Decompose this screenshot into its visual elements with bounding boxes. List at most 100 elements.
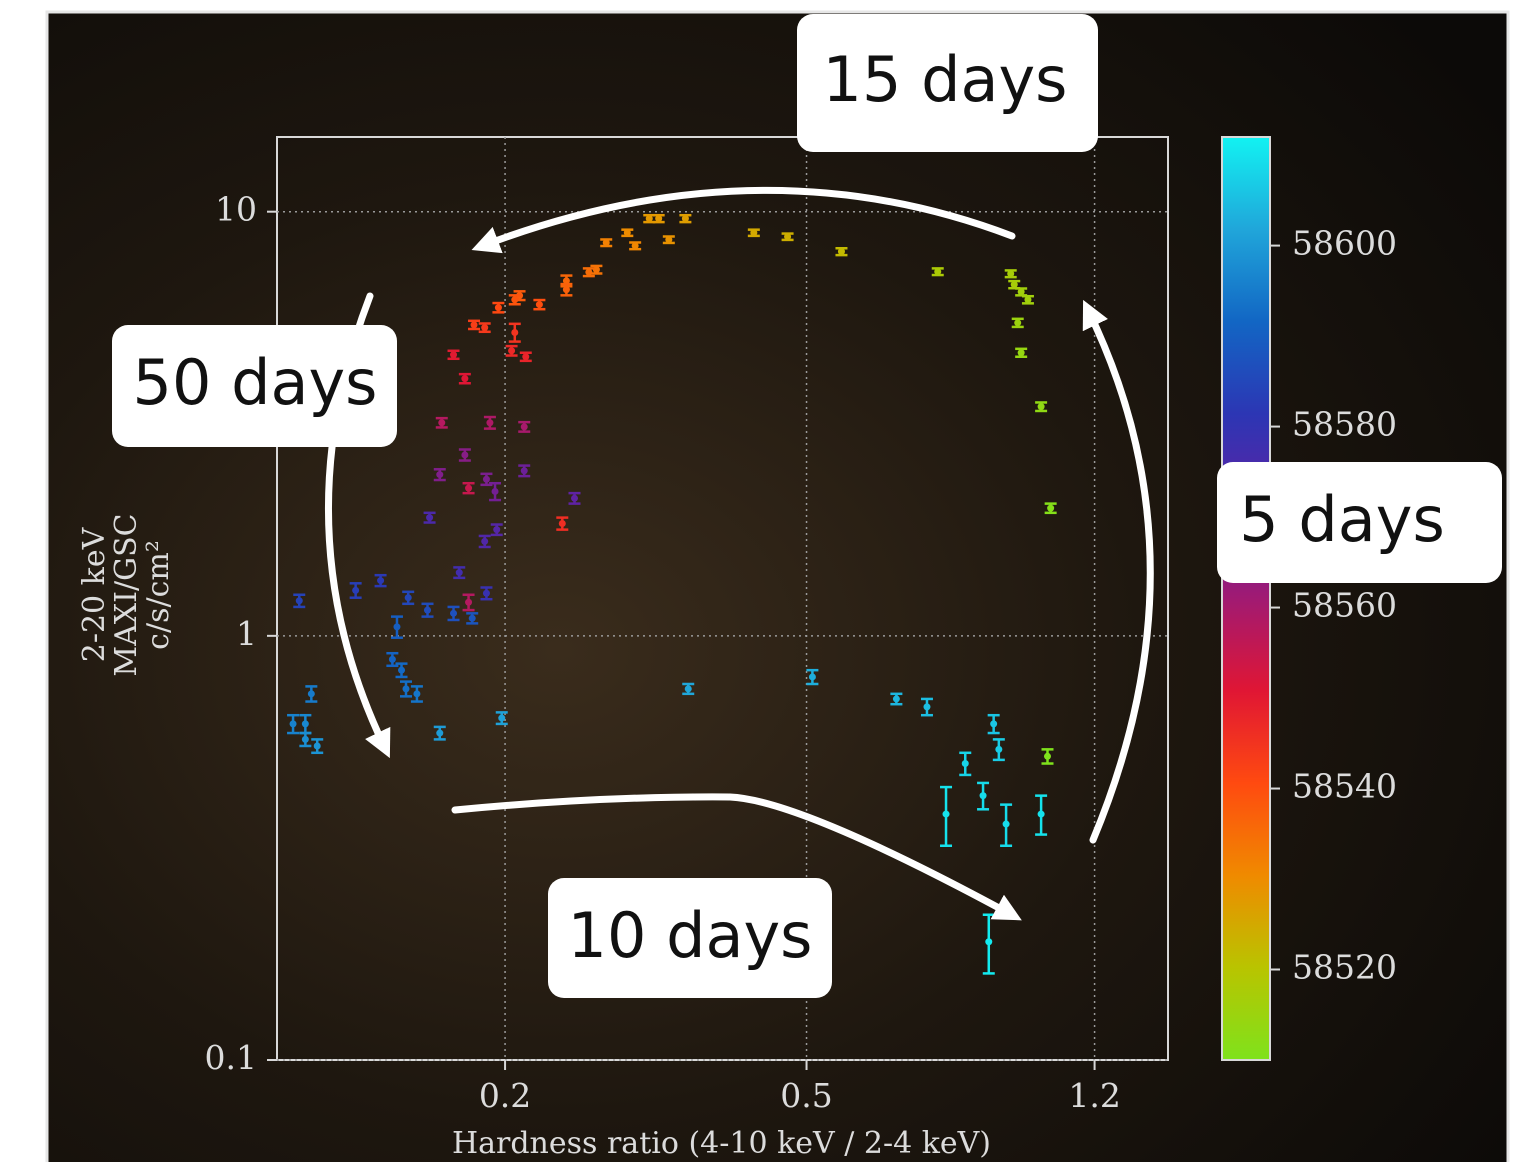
marker <box>943 811 950 818</box>
annotation: 15 days <box>823 43 1068 116</box>
screenshot: 0.1 1 10 0.2 0.5 1.2 Hardness ratio (4-10 keV … <box>0 0 1536 1162</box>
marker <box>511 329 518 336</box>
marker <box>486 419 493 426</box>
marker <box>1044 753 1051 760</box>
marker <box>481 538 488 545</box>
y-axis-label: c/s/cm² <box>141 540 176 650</box>
x-tick-label: 0.2 <box>479 1076 531 1115</box>
marker <box>436 730 443 737</box>
marker <box>450 610 457 617</box>
y-tick-label: 1 <box>236 614 257 653</box>
marker <box>1011 281 1018 288</box>
colorbar-tick-label: 58560 <box>1292 586 1397 625</box>
marker <box>784 233 791 240</box>
marker <box>456 569 463 576</box>
marker <box>571 495 578 502</box>
marker <box>521 467 528 474</box>
marker <box>646 215 653 222</box>
marker <box>405 594 412 601</box>
marker <box>508 347 515 354</box>
marker <box>685 685 692 692</box>
marker <box>980 792 987 799</box>
marker <box>838 248 845 255</box>
marker <box>314 742 321 749</box>
marker <box>302 720 309 727</box>
marker <box>495 304 502 311</box>
marker <box>461 375 468 382</box>
marker <box>511 296 518 303</box>
marker <box>809 673 816 680</box>
x-tick-label: 1.2 <box>1068 1076 1120 1115</box>
colorbar <box>1222 137 1270 1060</box>
marker <box>302 736 309 743</box>
marker <box>923 703 930 710</box>
marker <box>536 301 543 308</box>
marker <box>985 938 992 945</box>
marker <box>603 239 610 246</box>
marker <box>483 476 490 483</box>
marker <box>1038 811 1045 818</box>
marker <box>682 215 689 222</box>
marker <box>465 485 472 492</box>
colorbar-tick-label: 58600 <box>1292 224 1397 263</box>
annotation: 50 days <box>133 346 378 419</box>
annotation: 10 days <box>568 899 813 972</box>
marker <box>402 685 409 692</box>
marker <box>559 520 566 527</box>
marker <box>632 242 639 249</box>
marker <box>389 656 396 663</box>
marker <box>1014 319 1021 326</box>
marker <box>393 623 400 630</box>
marker <box>438 419 445 426</box>
marker <box>461 451 468 458</box>
marker <box>521 423 528 430</box>
marker <box>290 720 297 727</box>
y-tick-label: 0.1 <box>205 1038 257 1077</box>
marker <box>665 236 672 243</box>
marker <box>308 690 315 697</box>
marker <box>1024 296 1031 303</box>
marker <box>413 690 420 697</box>
marker <box>465 599 472 606</box>
marker <box>296 597 303 604</box>
marker <box>492 488 499 495</box>
y-axis-label: MAXI/GSC <box>109 513 144 676</box>
marker <box>1003 821 1010 828</box>
marker <box>481 324 488 331</box>
marker <box>424 607 431 614</box>
marker <box>962 760 969 767</box>
marker <box>493 526 500 533</box>
marker <box>1018 349 1025 356</box>
colorbar-tick-label: 58580 <box>1292 405 1397 444</box>
marker <box>624 229 631 236</box>
colorbar-tick-label: 58540 <box>1292 767 1397 806</box>
marker <box>750 229 757 236</box>
marker <box>450 351 457 358</box>
marker <box>469 615 476 622</box>
marker <box>655 215 662 222</box>
marker <box>398 667 405 674</box>
marker <box>1047 505 1054 512</box>
marker <box>1007 270 1014 277</box>
marker <box>377 577 384 584</box>
marker <box>522 353 529 360</box>
y-tick-label: 10 <box>215 190 257 229</box>
marker <box>934 268 941 275</box>
x-tick-label: 0.5 <box>780 1076 832 1115</box>
marker <box>585 269 592 276</box>
marker <box>563 286 570 293</box>
annotation: 5 days <box>1239 483 1445 556</box>
colorbar-tick-label: 58520 <box>1292 948 1397 987</box>
y-axis-label: 2-20 keV <box>77 526 112 662</box>
marker <box>1038 403 1045 410</box>
marker <box>483 590 490 597</box>
marker <box>498 715 505 722</box>
marker <box>352 587 359 594</box>
marker <box>990 720 997 727</box>
marker <box>426 514 433 521</box>
x-axis-label: Hardness ratio (4-10 keV / 2-4 keV) <box>452 1126 991 1161</box>
marker <box>893 695 900 702</box>
marker <box>436 471 443 478</box>
marker <box>995 746 1002 753</box>
marker <box>471 321 478 328</box>
